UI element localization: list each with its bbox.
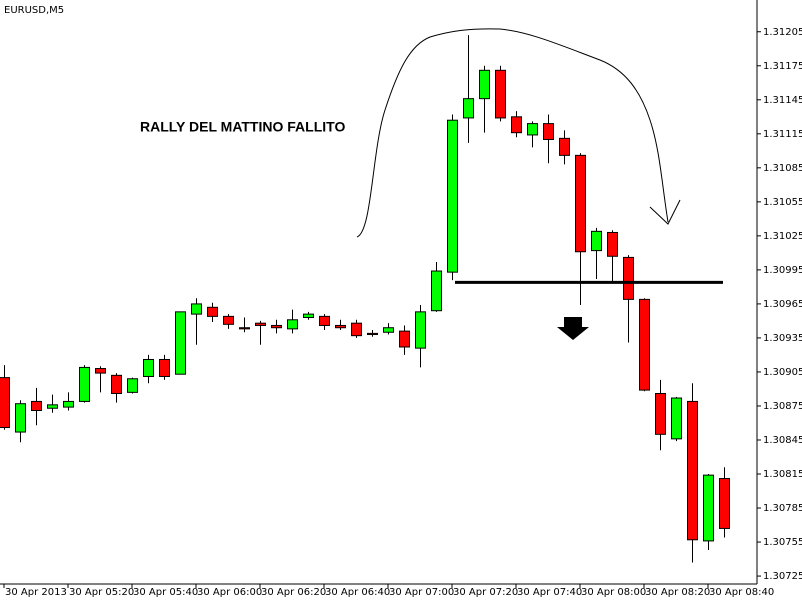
y-tick-label: 1.30965 [763,299,802,310]
candle-body [431,270,442,312]
y-tick-label: 1.30785 [763,503,802,514]
hand-drawn-arrowhead [649,199,681,225]
x-tick-label: 30 Apr 07:40 [517,587,582,598]
chart-title: EURUSD,M5 [4,5,64,16]
candle-body [111,374,122,394]
candle-body [239,327,250,330]
x-tick-label: 30 Apr 06:00 [197,587,262,598]
candle-body [175,311,186,375]
candle-body [383,327,394,333]
candle-body [399,330,410,348]
candle-body [15,403,26,433]
candle-body [95,368,106,374]
candle-body [655,392,666,435]
candle-body [703,474,714,542]
candle-body [191,303,202,315]
candle-body [639,298,650,391]
y-tick-label: 1.30815 [763,469,802,480]
candle-body [719,478,730,529]
candle-body [271,324,282,329]
candle-body [63,400,74,408]
candle-body [367,332,378,336]
hand-drawn-arc [356,28,669,238]
down-arrow [557,317,589,340]
x-tick-label: 30 Apr 07:20 [453,587,518,598]
candle-body [511,116,522,134]
y-tick-label: 1.30755 [763,537,802,548]
x-tick-label: 30 Apr 2013 [5,587,67,598]
candle-body [0,377,10,429]
y-tick-label: 1.30935 [763,333,802,344]
y-tick-label: 1.31025 [763,231,802,242]
candle-body [415,311,426,349]
y-tick-label: 1.31145 [763,95,802,106]
y-tick-label: 1.31175 [763,61,802,72]
candle-body [207,306,218,317]
candle-body [575,154,586,253]
y-tick-label: 1.31205 [763,27,802,38]
y-tick-label: 1.30845 [763,435,802,446]
candle-body [623,256,634,300]
candle-body [687,400,698,541]
candle-body [591,230,602,252]
candle-body [143,358,154,377]
x-tick-label: 30 Apr 05:40 [133,587,198,598]
y-tick-label: 1.30875 [763,401,802,412]
candle-body [447,119,458,273]
y-tick-label: 1.30905 [763,367,802,378]
candle-body [47,404,58,409]
x-tick-label: 30 Apr 08:40 [709,587,774,598]
candle-body [671,397,682,440]
x-tick-label: 30 Apr 07:00 [389,587,454,598]
candle-body [463,98,474,119]
y-tick-label: 1.31085 [763,163,802,174]
candle-body [31,400,42,412]
candle-body [79,366,90,402]
candle-body [607,231,618,257]
y-tick-label: 1.31055 [763,197,802,208]
candle-body [319,315,330,326]
candle-body [127,378,138,393]
candle-body [255,322,266,326]
x-tick-label: 30 Apr 06:40 [325,587,390,598]
candle-body [479,69,490,100]
candle-body [543,123,554,140]
x-tick-label: 30 Apr 06:20 [261,587,326,598]
y-tick-label: 1.30995 [763,265,802,276]
candle-body [223,315,234,325]
candle-body [335,324,346,329]
candle-body [159,358,170,377]
annotation: RALLY DEL MATTINO FALLITO [140,119,345,135]
candle-body [559,137,570,156]
candle-body [303,313,314,319]
x-tick-label: 30 Apr 05:20 [69,587,134,598]
y-tick-label: 1.31115 [763,129,802,140]
x-tick-label: 30 Apr 08:20 [645,587,710,598]
candle-body [527,123,538,136]
x-tick-label: 30 Apr 08:00 [581,587,646,598]
candle-body [495,69,506,119]
y-tick-label: 1.30725 [763,571,802,582]
candle-body [287,319,298,330]
candle-body [351,322,362,337]
